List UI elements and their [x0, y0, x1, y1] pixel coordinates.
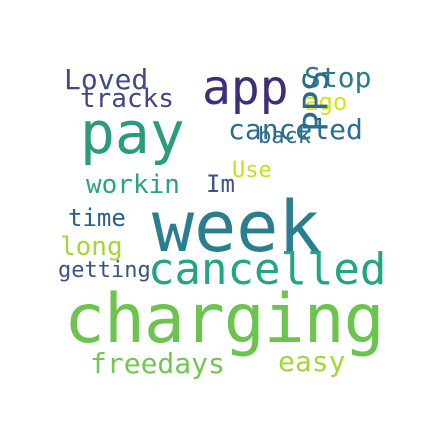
word-back: back [258, 124, 311, 149]
word-charging: charging [64, 280, 385, 359]
word-week: week [152, 186, 321, 268]
word-loved: Loved [64, 63, 149, 96]
word-getting: getting [58, 258, 151, 283]
word-long: long [60, 232, 123, 262]
word-canceled: canceled [228, 113, 363, 146]
word-time: time [68, 204, 126, 232]
word-pay: pay [80, 99, 185, 167]
word-freedays: freedays [90, 347, 225, 380]
word-stop: Stop [304, 61, 372, 94]
word-easy: easy [278, 345, 346, 378]
word-use: Use [232, 158, 272, 183]
word-im: Im [206, 170, 235, 198]
word-cancelled: cancelled [148, 244, 387, 295]
word-pps: PPS [296, 70, 337, 132]
word-app: app [202, 60, 289, 116]
word-ago: ago [304, 88, 348, 116]
word-workin: workin [86, 170, 180, 200]
word-tracks: tracks [80, 84, 174, 114]
